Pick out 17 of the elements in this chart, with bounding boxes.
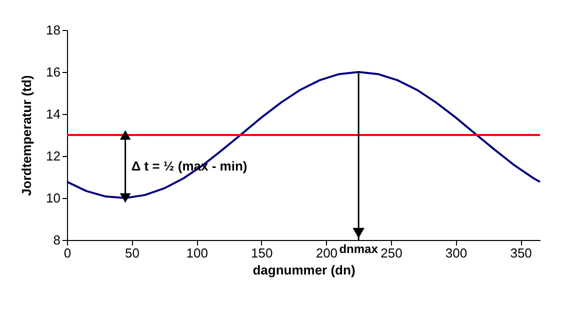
y-tick-label: 18	[46, 22, 60, 38]
y-tick-label: 14	[46, 106, 60, 122]
x-tick-label: 100	[186, 246, 208, 260]
y-tick-label: 10	[46, 190, 60, 206]
annotation: dnmax	[339, 242, 378, 256]
x-tick-label: 350	[510, 246, 532, 260]
x-tick-label: 250	[380, 246, 402, 260]
y-axis-title: Jordtemperatur (td)	[19, 75, 34, 196]
x-axis-title: dagnummer (dn)	[252, 262, 356, 278]
y-tick-label: 8	[53, 232, 60, 248]
y-tick-label: 16	[46, 64, 60, 80]
x-tick-label: 300	[445, 246, 468, 260]
x-tick-label: 150	[251, 246, 273, 260]
x-tick-label: 0	[64, 246, 72, 260]
y-tick-label: 12	[46, 148, 60, 164]
x-tick-label: 50	[125, 246, 140, 260]
x-tick-label: 200	[316, 246, 338, 260]
